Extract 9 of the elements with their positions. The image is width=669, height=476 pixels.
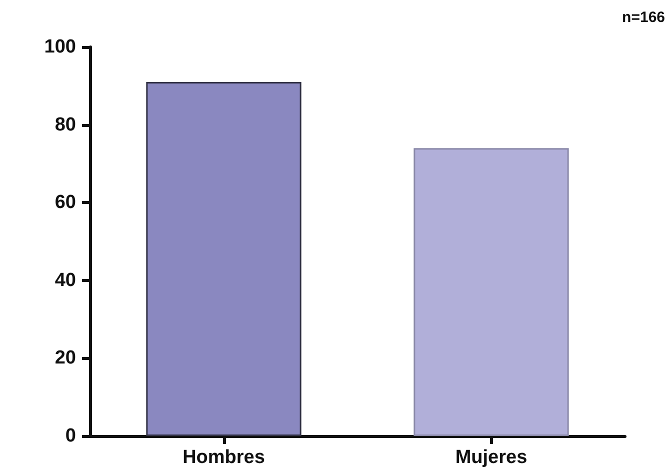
y-tick-label: 0 bbox=[65, 426, 76, 446]
text: n=166 bbox=[622, 9, 666, 26]
y-tick-label: 100 bbox=[44, 36, 76, 58]
y-tick-label: 60 bbox=[54, 192, 76, 214]
y-tick-label: 80 bbox=[54, 114, 76, 136]
y-tick-label: 20 bbox=[54, 348, 76, 369]
x-tick-label: Mujeres bbox=[455, 447, 528, 468]
y-tick-label: 40 bbox=[54, 270, 76, 291]
x-tick-label: Hombres bbox=[182, 447, 265, 468]
